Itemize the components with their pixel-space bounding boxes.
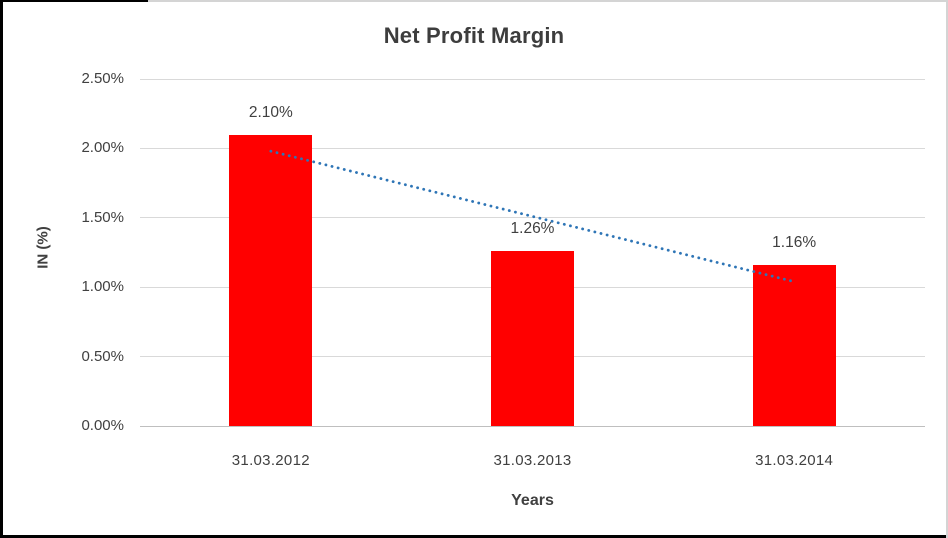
frame-left-edge [0,0,3,538]
bar-31.03.2014 [752,264,836,426]
x-tick-label: 31.03.2013 [493,452,572,469]
chart-title: Net Profit Margin [383,23,565,48]
y-tick-label: 2.50% [81,70,124,87]
x-axis-title: Years [511,492,554,509]
x-tick-label: 31.03.2012 [231,452,310,469]
y-tick-label: 1.00% [81,278,124,296]
y-tick-label: 1.50% [81,208,124,226]
y-tick-label: 0.50% [81,347,124,365]
bar-value-label: 2.10% [248,103,293,121]
y-axis-title: IN (%) [14,226,72,269]
gridline [140,78,925,80]
frame-top-edge [0,0,948,2]
y-axis-title-text: IN (%) [34,226,52,269]
frame-top-left-edge-segment [0,0,148,2]
bar-value-label: 1.16% [772,233,817,251]
bar-31.03.2013 [491,251,574,426]
x-tick-label: 31.03.2014 [755,452,834,469]
plot-area [140,78,925,427]
y-tick-label: 2.00% [81,139,124,157]
gridline [140,147,925,149]
bar-value-label: 1.26% [510,220,555,238]
bar-31.03.2012 [229,134,313,426]
y-tick-label: 0.00% [81,417,124,434]
frame-right-edge [946,0,948,538]
x-axis-line [140,425,925,427]
frame-bottom-edge [0,535,948,538]
